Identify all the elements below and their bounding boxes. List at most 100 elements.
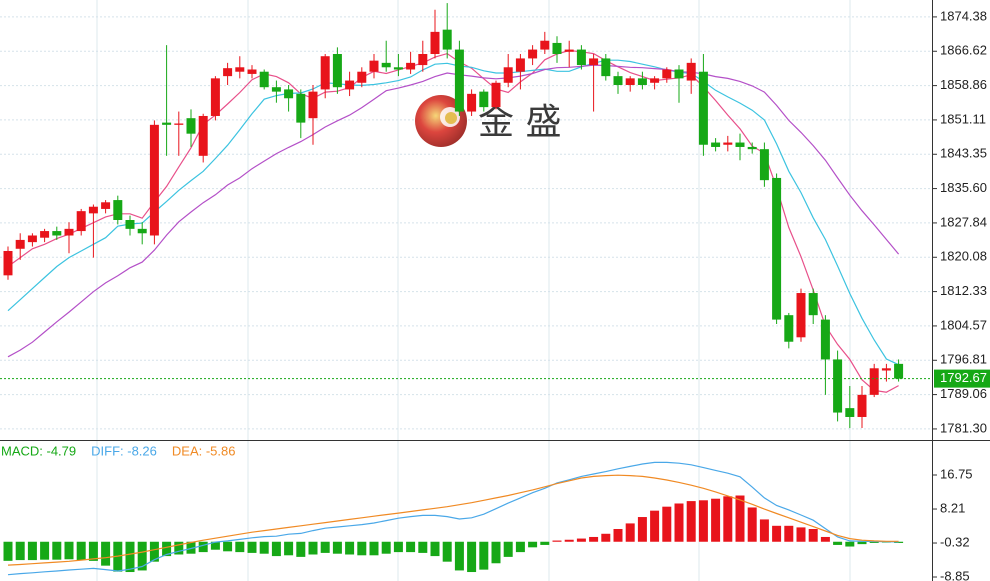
candle-body xyxy=(589,58,599,66)
candle-body xyxy=(430,31,440,55)
candle-body xyxy=(76,211,86,232)
y-tick-label: -8.85 xyxy=(940,568,970,581)
y-tick-label: -0.32 xyxy=(940,534,970,549)
macd-bar xyxy=(869,541,879,543)
macd-bar xyxy=(515,541,525,553)
candle-body xyxy=(418,54,428,66)
candle-body xyxy=(857,394,867,417)
macd-bar xyxy=(15,541,25,561)
legend-label: DIFF: -8.26 xyxy=(91,443,157,458)
candle-body xyxy=(137,228,147,234)
legend-label: MACD: -4.79 xyxy=(1,443,76,458)
y-tick-label: 16.75 xyxy=(940,466,973,481)
candle-body xyxy=(759,149,769,181)
macd-bar xyxy=(406,541,416,553)
candle-body xyxy=(564,49,574,52)
candle-body xyxy=(881,368,891,371)
candle-body xyxy=(357,71,367,83)
axis: 1874.38 1866.62 1858.86 1851.11 1843.35 1835.… xyxy=(1,8,990,581)
grid xyxy=(0,0,932,581)
candle-body xyxy=(223,68,233,77)
candle-body xyxy=(406,62,416,70)
y-tick-label: 1858.86 xyxy=(940,77,987,92)
candle-body xyxy=(845,408,855,417)
macd-bar xyxy=(345,541,355,555)
candle-body xyxy=(540,40,550,50)
candle-body xyxy=(271,87,281,92)
macd-bar xyxy=(64,541,74,560)
macd-bar xyxy=(552,540,562,542)
macd-line xyxy=(7,461,899,576)
macd-bar xyxy=(698,500,708,542)
candle-body xyxy=(528,49,538,59)
macd-bar xyxy=(711,498,721,542)
y-tick-label: 1843.35 xyxy=(940,146,987,161)
candle-body xyxy=(784,315,794,342)
y-tick-label: 1874.38 xyxy=(940,8,987,23)
candle-body xyxy=(393,67,403,70)
macd-bar xyxy=(296,541,306,557)
candle-body xyxy=(52,231,62,236)
macd-bar xyxy=(845,541,855,547)
y-tick-label: 1820.08 xyxy=(940,249,987,264)
macd-bar xyxy=(735,495,745,542)
candle-body xyxy=(162,122,172,125)
macd-bar xyxy=(320,541,330,553)
macd-bar xyxy=(747,507,757,542)
candle-body xyxy=(711,142,721,147)
macd-bar xyxy=(235,541,245,553)
y-tick-label: 1835.60 xyxy=(940,180,987,195)
candle-body xyxy=(113,200,123,220)
macd-bar xyxy=(662,506,672,542)
macd-bar xyxy=(479,541,489,570)
candle-body xyxy=(503,67,513,83)
candle-body xyxy=(735,142,745,147)
candle-body xyxy=(869,368,879,395)
candle-body xyxy=(552,42,562,55)
macd-bar xyxy=(772,525,782,542)
macd-bar xyxy=(418,541,428,553)
candle-body xyxy=(149,124,159,236)
candle-body xyxy=(174,123,184,125)
macd-bar xyxy=(820,536,830,542)
macd-bar xyxy=(76,541,86,561)
candle-body xyxy=(64,228,74,236)
candle-body xyxy=(369,60,379,72)
macd-bar xyxy=(259,541,269,554)
candle-body xyxy=(491,82,501,108)
candle-body xyxy=(40,231,50,238)
candle-body xyxy=(125,220,135,229)
candle-body xyxy=(247,69,257,74)
macd-bar xyxy=(430,541,440,557)
macd-bar xyxy=(467,541,477,573)
candle-body xyxy=(747,146,757,150)
y-tick-label: 1804.57 xyxy=(940,317,987,332)
candle-body xyxy=(442,29,452,50)
candle-body xyxy=(674,69,684,79)
macd-bar xyxy=(613,528,623,542)
macd-bar xyxy=(686,501,696,542)
candle-body xyxy=(454,49,464,112)
plot xyxy=(0,3,932,576)
macd-bar xyxy=(564,539,574,542)
macd-bar xyxy=(674,503,684,542)
candle-body xyxy=(613,76,623,85)
candle-body xyxy=(345,80,355,90)
candle-body xyxy=(833,359,843,413)
macd-bar xyxy=(174,541,184,555)
macd-bar xyxy=(759,519,769,542)
candle-body xyxy=(27,235,37,243)
candle-body xyxy=(662,69,672,79)
macd-bar xyxy=(357,541,367,556)
macd-bar xyxy=(833,541,843,545)
candle-body xyxy=(625,78,635,85)
y-tick-label: 1796.81 xyxy=(940,352,987,367)
macd-bar xyxy=(186,541,196,554)
macd-bar xyxy=(857,541,867,545)
candle-body xyxy=(198,115,208,156)
candle-body xyxy=(101,202,111,209)
candle-body xyxy=(3,250,13,276)
candle-body xyxy=(320,56,330,90)
candle-body xyxy=(698,71,708,145)
